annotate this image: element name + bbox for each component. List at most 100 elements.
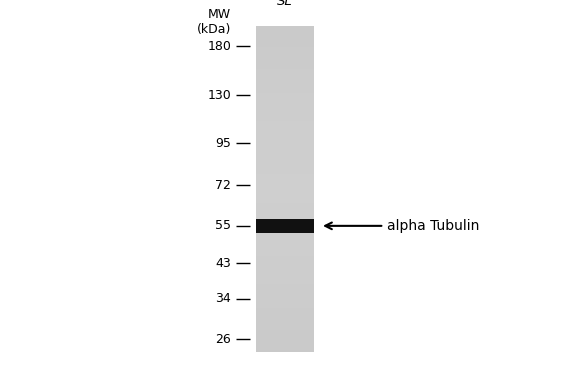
Bar <box>256 133 314 134</box>
Bar <box>256 341 314 342</box>
Bar <box>256 335 314 336</box>
Bar <box>256 256 314 257</box>
Bar <box>256 204 314 205</box>
Bar <box>256 68 314 69</box>
Bar <box>256 149 314 150</box>
Bar <box>256 130 314 132</box>
Bar <box>256 347 314 348</box>
Bar <box>256 209 314 211</box>
Bar <box>256 53 314 54</box>
Bar <box>256 278 314 279</box>
Bar <box>256 177 314 178</box>
Bar <box>256 266 314 267</box>
Bar <box>256 269 314 270</box>
Bar <box>256 61 314 62</box>
Bar <box>256 348 314 349</box>
Bar <box>256 222 314 223</box>
Bar <box>256 294 314 295</box>
Bar <box>256 271 314 273</box>
Bar <box>256 190 314 191</box>
Bar <box>256 203 314 204</box>
Bar <box>256 224 314 225</box>
Bar <box>256 310 314 311</box>
Bar <box>256 169 314 170</box>
Bar <box>256 122 314 123</box>
Bar <box>256 120 314 121</box>
Bar <box>256 26 314 28</box>
Bar <box>256 244 314 245</box>
Bar <box>256 293 314 294</box>
Bar <box>256 44 314 45</box>
Bar <box>256 64 314 65</box>
Bar <box>256 118 314 119</box>
Bar <box>256 50 314 51</box>
Bar <box>256 199 314 200</box>
Text: 95: 95 <box>215 136 231 150</box>
Bar <box>256 95 314 96</box>
Bar <box>256 217 314 218</box>
Bar <box>256 306 314 307</box>
Bar <box>256 59 314 60</box>
Bar <box>256 195 314 197</box>
Bar <box>256 35 314 36</box>
Bar <box>256 45 314 46</box>
Bar <box>256 191 314 192</box>
Text: 43: 43 <box>215 257 231 270</box>
Bar <box>256 276 314 277</box>
Bar <box>256 317 314 318</box>
Bar <box>256 238 314 239</box>
Bar <box>256 146 314 147</box>
Bar <box>256 237 314 238</box>
Bar <box>256 139 314 140</box>
Bar <box>256 162 314 163</box>
Bar <box>256 287 314 288</box>
Bar <box>256 198 314 199</box>
Bar <box>256 165 314 166</box>
Bar <box>256 116 314 118</box>
Bar <box>256 124 314 125</box>
Bar <box>256 201 314 202</box>
Bar <box>256 148 314 149</box>
Bar <box>256 243 314 244</box>
Bar <box>256 77 314 79</box>
Bar <box>256 334 314 335</box>
Bar <box>256 349 314 350</box>
Text: alpha Tubulin: alpha Tubulin <box>325 219 480 233</box>
Bar <box>256 109 314 110</box>
Bar <box>256 260 314 262</box>
Bar <box>256 215 314 216</box>
Bar <box>256 323 314 324</box>
Text: (kDa): (kDa) <box>197 23 231 36</box>
Bar <box>256 67 314 68</box>
Bar <box>256 99 314 100</box>
Bar <box>256 37 314 39</box>
Bar <box>256 205 314 206</box>
Bar <box>256 263 314 264</box>
Bar <box>256 194 314 195</box>
Bar <box>256 329 314 330</box>
Bar <box>256 150 314 151</box>
Bar <box>256 309 314 310</box>
Bar <box>256 74 314 75</box>
Bar <box>256 70 314 71</box>
Bar <box>256 123 314 124</box>
Bar <box>256 320 314 321</box>
Bar <box>256 144 314 146</box>
Bar <box>256 39 314 40</box>
Bar <box>256 42 314 43</box>
Bar <box>256 183 314 184</box>
Bar <box>256 85 314 86</box>
Bar <box>256 296 314 297</box>
Bar <box>256 69 314 70</box>
Bar <box>256 126 314 127</box>
Bar <box>256 227 314 228</box>
Bar <box>256 105 314 107</box>
Bar <box>256 36 314 37</box>
Bar <box>256 315 314 316</box>
Bar <box>256 127 314 128</box>
Bar <box>256 255 314 256</box>
Bar <box>256 141 314 143</box>
Bar <box>256 339 314 341</box>
Bar <box>256 93 314 94</box>
Bar <box>256 33 314 34</box>
